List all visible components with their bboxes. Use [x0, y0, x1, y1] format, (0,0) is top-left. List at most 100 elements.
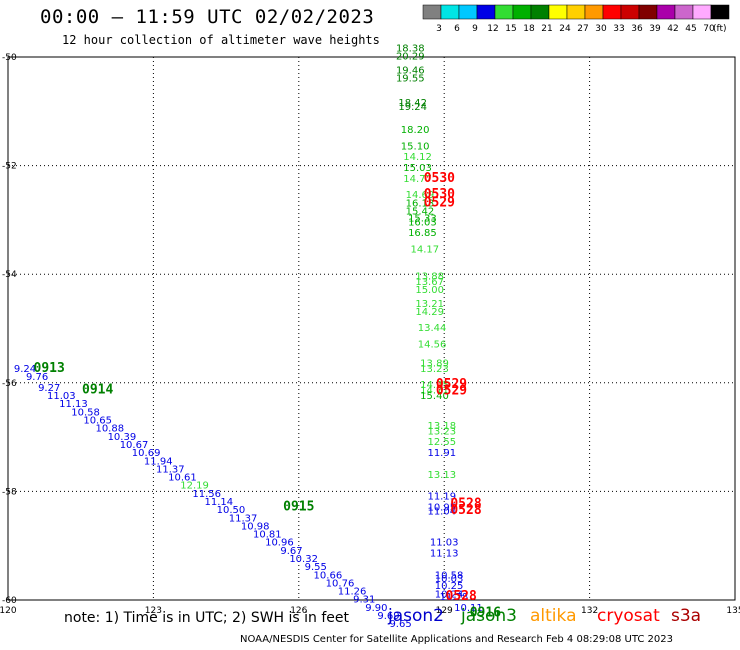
- colorbar-tick-label: 3: [436, 24, 442, 34]
- axes: 120 123 126 129 132 135 -50 -52 -54 -56 -58 -60: [0, 53, 740, 616]
- colorbar-tick-label: 45: [685, 24, 696, 34]
- wave-height-label: 19.24: [398, 102, 427, 113]
- satellite-legend-s3a: s3a: [671, 606, 702, 626]
- wave-height-label: 15.40: [420, 391, 449, 402]
- wave-height-label: 13.18: [427, 421, 456, 432]
- colorbar-swatch: [602, 4, 622, 20]
- y-tick-label: -58: [2, 487, 17, 497]
- wave-height-label: 12.55: [427, 437, 456, 448]
- colorbar-swatch: [476, 4, 496, 20]
- colorbar-tick-label: 15: [505, 24, 516, 34]
- colorbar-tick-label: 21: [541, 24, 552, 34]
- wave-height-label: 9.55: [305, 562, 327, 573]
- wave-height-label: 11.37: [156, 464, 185, 475]
- wave-height-label: 14.25: [420, 380, 449, 391]
- y-tick-label: -52: [2, 162, 17, 172]
- wave-height-label: 14.77: [403, 174, 432, 185]
- satellite-legend-jason3: jason3: [461, 606, 517, 626]
- colorbar-tick-label: 70: [703, 24, 715, 34]
- wave-height-label: 15.42: [406, 206, 435, 217]
- wave-height-label: 9.67: [280, 546, 302, 557]
- wave-height-label: 11.19: [427, 492, 456, 503]
- wave-height-label: 11.78: [440, 592, 469, 603]
- wave-height-label: 20.29: [396, 52, 425, 63]
- note-text: note: 1) Time is in UTC; 2) SWH is in fe…: [64, 610, 350, 626]
- satellite-legend-cryosat: cryosat: [597, 606, 660, 626]
- colorbar-swatch: [620, 4, 640, 20]
- y-tick-label: -60: [2, 596, 17, 606]
- wave-height-label: 13.89: [420, 359, 449, 370]
- wave-height-label: 14.71: [420, 386, 449, 397]
- wave-height-label: 16.13: [406, 198, 435, 209]
- colorbar-tick-label: 39: [649, 24, 661, 34]
- wave-height-label: 11.03: [47, 391, 76, 402]
- colorbar-swatch: [638, 4, 658, 20]
- wave-height-label: 10.58: [435, 570, 464, 581]
- pass-id-label: 0529: [436, 377, 467, 392]
- wave-height-label: 11.14: [205, 497, 234, 508]
- grid: [8, 57, 735, 600]
- wave-height-label: 19.46: [396, 65, 425, 76]
- x-tick-label: 132: [581, 606, 598, 616]
- wave-height-label: 10.95: [427, 502, 456, 513]
- wave-height-label: 9.24: [14, 364, 36, 375]
- wave-height-label: 10.65: [83, 416, 112, 427]
- pass-id-label: 0528: [446, 589, 477, 604]
- wave-height-label: 10.24: [435, 589, 464, 600]
- colorbar-tick-label: 36: [631, 24, 643, 34]
- colorbar-unit-label: (ft): [713, 24, 727, 34]
- colorbar-tick-label: 33: [613, 24, 624, 34]
- pass-id-label: 0530: [424, 171, 455, 186]
- satellite-legend-altika: altika: [530, 606, 577, 626]
- pass-id-label: 0916: [470, 605, 501, 620]
- wave-height-label: 10.66: [314, 570, 343, 581]
- colorbar-swatch: [512, 4, 532, 20]
- y-tick-label: -54: [2, 270, 17, 280]
- y-tick-label: -50: [2, 53, 17, 63]
- wave-height-label: 16.03: [408, 217, 437, 228]
- wave-height-label: 10.61: [168, 473, 197, 484]
- wave-height-label: 9.31: [353, 595, 375, 606]
- colorbar-swatch: [692, 4, 712, 20]
- pass-id-label: 0915: [283, 499, 314, 514]
- wave-height-label: 11.13: [59, 399, 88, 410]
- chart-subtitle: 12 hour collection of altimeter wave hei…: [62, 33, 380, 47]
- wave-height-label: 10.50: [217, 505, 246, 516]
- colorbar-swatch: [530, 4, 550, 20]
- colorbar-swatch: [584, 4, 604, 20]
- wave-height-label: 10.69: [132, 448, 161, 459]
- wave-height-label: 13.67: [415, 277, 444, 288]
- wave-height-label: 14.17: [410, 244, 439, 255]
- colorbar-tick-label: 30: [595, 24, 607, 34]
- wave-height-label: 13.21: [415, 299, 444, 310]
- colorbar-tick-label: 27: [577, 24, 588, 34]
- wave-height-label: 10.58: [71, 407, 100, 418]
- colorbar-tick-label: 24: [559, 24, 571, 34]
- wave-height-label: 16.85: [408, 228, 437, 239]
- wave-height-label: 19.55: [396, 73, 425, 84]
- wave-height-label: 12.19: [180, 481, 209, 492]
- wave-height-label: 10.11: [454, 603, 483, 614]
- wave-height-label: 15.00: [415, 285, 444, 296]
- colorbar-tick-label: 42: [667, 24, 678, 34]
- colorbar-swatch: [440, 4, 460, 20]
- chart-title: 00:00 – 11:59 UTC 02/02/2023: [40, 6, 375, 28]
- pass-id-label: 0529: [436, 384, 467, 399]
- wave-height-label: 10.03: [435, 574, 464, 585]
- x-tick-label: 123: [145, 606, 162, 616]
- x-tick-label: 120: [0, 606, 17, 616]
- wave-height-label: 13.44: [418, 323, 447, 334]
- wave-height-label: 11.91: [427, 448, 456, 459]
- x-tick-label: 129: [436, 606, 453, 616]
- wave-height-label: 14.56: [418, 340, 447, 351]
- pass-id-label: 0528: [450, 497, 481, 512]
- wave-height-label: 9.69: [377, 611, 399, 622]
- wave-height-label: 11.03: [430, 538, 459, 549]
- colorbar-tick-label: 18: [523, 24, 535, 34]
- wave-height-label: 10.67: [120, 440, 149, 451]
- colorbar-tick-label: 9: [472, 24, 478, 34]
- pass-id-label: 0913: [34, 361, 65, 376]
- pass-id-label: 0528: [450, 503, 481, 518]
- wave-height-label: 9.65: [389, 619, 411, 630]
- wave-height-label: 15.10: [401, 141, 430, 152]
